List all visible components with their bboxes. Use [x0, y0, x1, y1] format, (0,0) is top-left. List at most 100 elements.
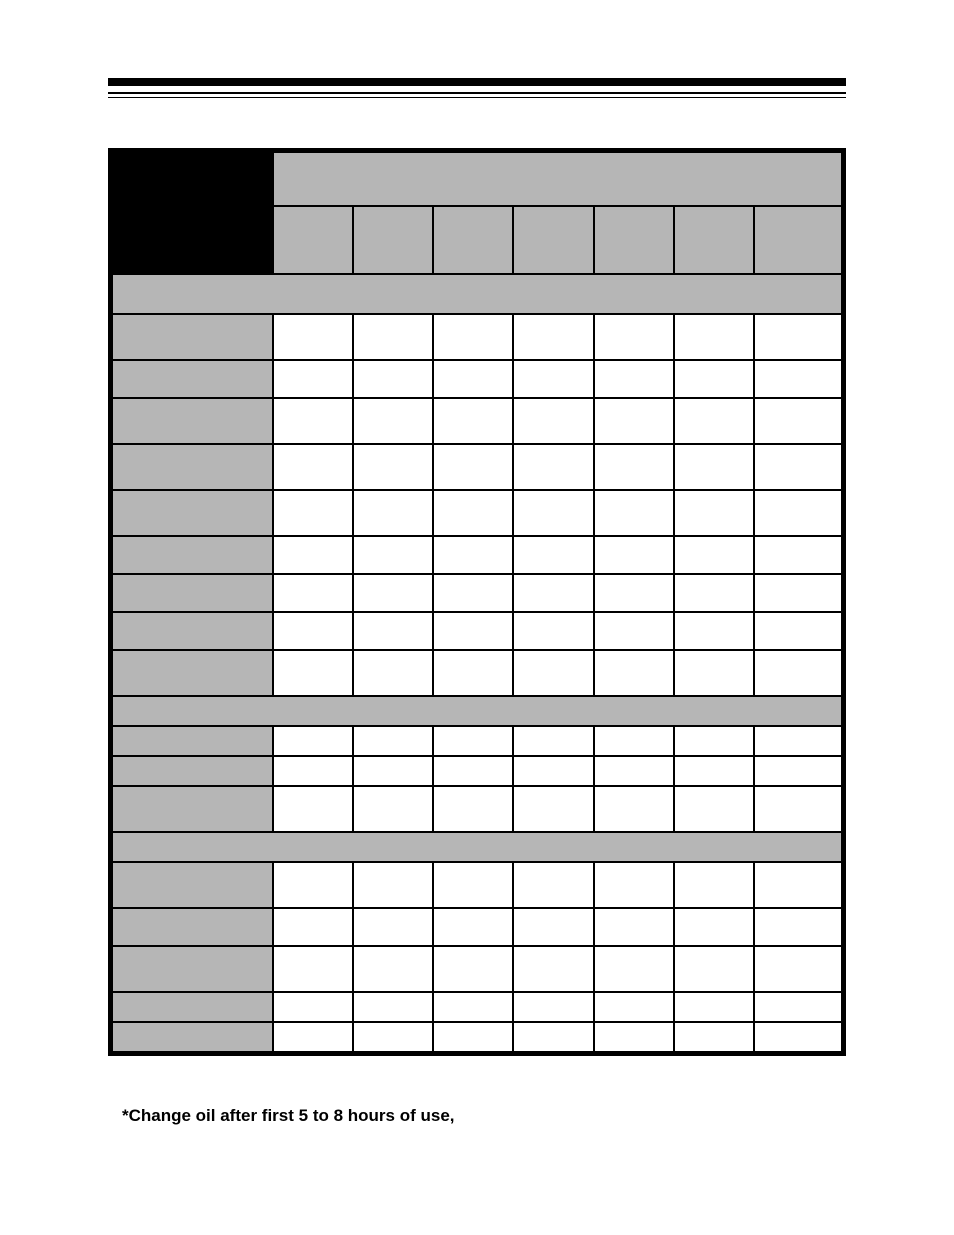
header-sub-cell	[433, 206, 513, 274]
data-cell	[433, 992, 513, 1022]
row-label-cell	[112, 756, 273, 786]
table-row	[112, 612, 842, 650]
table-row	[112, 786, 842, 832]
data-cell	[594, 360, 674, 398]
data-cell	[433, 398, 513, 444]
header-label-cell	[112, 152, 273, 274]
data-cell	[754, 650, 842, 696]
data-cell	[754, 574, 842, 612]
data-cell	[433, 574, 513, 612]
data-cell	[353, 444, 433, 490]
row-label-cell	[112, 398, 273, 444]
row-label-cell	[112, 650, 273, 696]
data-cell	[353, 946, 433, 992]
data-cell	[433, 862, 513, 908]
data-cell	[513, 398, 593, 444]
table-row	[112, 398, 842, 444]
data-cell	[273, 574, 353, 612]
data-cell	[353, 726, 433, 756]
data-cell	[674, 536, 754, 574]
data-cell	[353, 756, 433, 786]
data-cell	[273, 726, 353, 756]
data-cell	[594, 490, 674, 536]
table-row	[112, 696, 842, 726]
data-cell	[674, 650, 754, 696]
data-cell	[754, 756, 842, 786]
data-cell	[594, 908, 674, 946]
data-cell	[754, 360, 842, 398]
data-cell	[273, 992, 353, 1022]
data-cell	[273, 612, 353, 650]
data-cell	[754, 908, 842, 946]
data-cell	[754, 946, 842, 992]
row-label-cell	[112, 946, 273, 992]
table-row	[112, 946, 842, 992]
table-body	[112, 152, 842, 1052]
data-cell	[353, 786, 433, 832]
data-cell	[594, 444, 674, 490]
data-cell	[353, 398, 433, 444]
section-row	[112, 832, 842, 862]
table-row	[112, 862, 842, 908]
data-cell	[594, 862, 674, 908]
data-cell	[513, 992, 593, 1022]
data-cell	[754, 398, 842, 444]
data-cell	[433, 1022, 513, 1052]
header-sub-cell	[513, 206, 593, 274]
data-cell	[674, 726, 754, 756]
footnote: *Change oil after first 5 to 8 hours of …	[122, 1106, 846, 1126]
header-merged-cell	[273, 152, 842, 206]
table-row	[112, 536, 842, 574]
data-cell	[433, 314, 513, 360]
data-cell	[353, 490, 433, 536]
data-cell	[513, 1022, 593, 1052]
table-row	[112, 1022, 842, 1052]
row-label-cell	[112, 908, 273, 946]
data-cell	[513, 360, 593, 398]
data-cell	[754, 1022, 842, 1052]
data-cell	[594, 314, 674, 360]
data-cell	[674, 756, 754, 786]
maintenance-table	[108, 148, 846, 1056]
data-cell	[754, 786, 842, 832]
row-label-cell	[112, 612, 273, 650]
data-cell	[674, 992, 754, 1022]
row-label-cell	[112, 490, 273, 536]
row-label-cell	[112, 726, 273, 756]
data-cell	[433, 360, 513, 398]
data-cell	[433, 444, 513, 490]
data-cell	[433, 786, 513, 832]
data-cell	[433, 490, 513, 536]
data-cell	[273, 444, 353, 490]
row-label-cell	[112, 1022, 273, 1052]
data-cell	[433, 908, 513, 946]
row-label-cell	[112, 992, 273, 1022]
data-cell	[674, 490, 754, 536]
data-cell	[273, 398, 353, 444]
data-cell	[353, 612, 433, 650]
section-row	[112, 696, 842, 726]
table-row	[112, 444, 842, 490]
data-cell	[433, 726, 513, 756]
header-sub-cell	[353, 206, 433, 274]
table-row	[112, 360, 842, 398]
data-cell	[594, 612, 674, 650]
data-cell	[513, 908, 593, 946]
data-cell	[674, 862, 754, 908]
table-row	[112, 908, 842, 946]
header-sub-cell	[674, 206, 754, 274]
data-cell	[594, 650, 674, 696]
row-label-cell	[112, 444, 273, 490]
data-cell	[754, 862, 842, 908]
row-label-cell	[112, 360, 273, 398]
data-cell	[674, 1022, 754, 1052]
data-cell	[273, 786, 353, 832]
data-cell	[353, 908, 433, 946]
data-cell	[273, 360, 353, 398]
data-cell	[594, 1022, 674, 1052]
header-sub-cell	[273, 206, 353, 274]
data-cell	[674, 314, 754, 360]
data-cell	[273, 650, 353, 696]
data-cell	[353, 314, 433, 360]
data-cell	[754, 536, 842, 574]
